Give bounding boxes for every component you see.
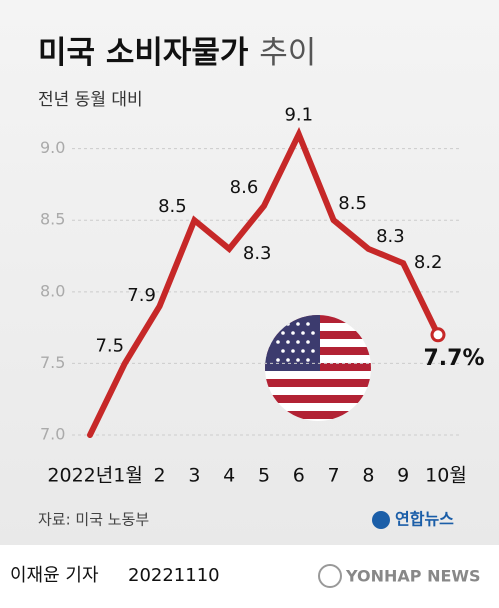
data-label: 8.3 (243, 243, 272, 264)
data-label: 8.3 (376, 226, 405, 247)
data-label: 7.9 (127, 285, 156, 306)
us-flag (265, 315, 371, 421)
x-tick-label: 3 (188, 465, 200, 487)
subtitle: 전년 동월 대비 (38, 90, 143, 110)
data-label: 8.2 (414, 252, 443, 273)
x-tick-label: 10월 (425, 465, 467, 487)
source: 자료: 미국 노동부 (38, 511, 149, 529)
end-marker (430, 327, 446, 343)
x-tick-label: 6 (293, 465, 305, 487)
x-tick-label: 5 (258, 465, 270, 487)
x-tick-label: 7 (328, 465, 340, 487)
data-label: 9.1 (284, 104, 313, 125)
y-tick-label: 7.0 (40, 425, 65, 444)
chart-title: 미국 소비자물가 추이 (38, 35, 316, 71)
x-tick-label: 2 (154, 465, 166, 487)
title-light: 추이 (259, 35, 316, 71)
y-tick-label: 9.0 (40, 138, 65, 157)
logo: 연합뉴스 (395, 510, 454, 529)
x-tick-label: 4 (223, 465, 235, 487)
y-tick-label: 8.0 (40, 281, 65, 300)
logo-icon (372, 511, 390, 529)
data-label: 8.6 (230, 177, 259, 198)
x-tick-label: 8 (362, 465, 374, 487)
y-tick-label: 8.5 (40, 210, 65, 229)
date: 20221110 (128, 565, 220, 586)
watermark: YONHAP NEWS (345, 567, 481, 586)
data-label: 8.5 (338, 193, 367, 214)
x-tick-label: 2022년1월 (47, 465, 142, 487)
background (0, 0, 499, 545)
line (87, 126, 441, 438)
data-label: 7.5 (95, 335, 124, 356)
watermark-icon (318, 564, 342, 588)
x-tick-label: 9 (397, 465, 409, 487)
data-label: 8.5 (158, 196, 187, 217)
y-tick-label: 7.5 (40, 353, 65, 372)
data-label: 7.7% (423, 346, 484, 371)
title-bold: 미국 소비자물가 (38, 35, 249, 71)
byline: 이재윤 기자 (10, 565, 99, 586)
footer-background (0, 545, 499, 608)
